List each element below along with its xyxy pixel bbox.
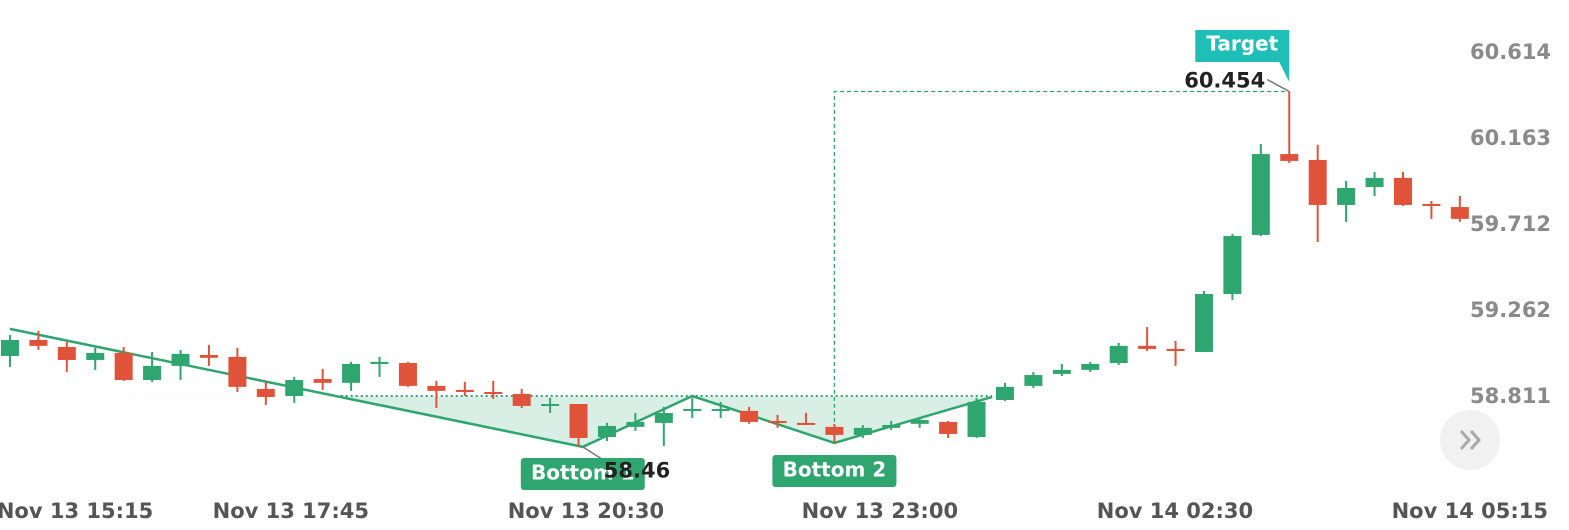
target-connector [1266,78,1290,93]
candle-body [313,379,332,383]
candle-body [86,352,105,360]
target-line [833,90,1290,443]
y-tick-label: 59.712 [1470,212,1551,236]
pattern [9,90,1290,449]
x-tick-label: Nov 13 20:30 [508,499,664,523]
x-tick-label: Nov 14 05:15 [1392,499,1548,523]
labels: 58.811 59.262 59.712 60.163 60.614 Nov 13 15:… [0,30,1551,523]
bottom-label: Bottom 1 [531,461,635,485]
candle-body [1109,345,1128,364]
candle-body [57,347,76,360]
candle-body [654,412,673,423]
candle-body [342,363,361,383]
candle-body [910,420,929,424]
candle-body [711,408,730,411]
candle-body [285,379,304,397]
y-tick-label: 59.262 [1470,298,1551,322]
candle-body [825,426,844,435]
candle-body [882,424,901,428]
candle-body [683,408,702,411]
candle-body [1251,154,1270,235]
y-tick-label: 58.811 [1470,384,1551,408]
pattern-area [9,396,993,447]
candle-body [967,401,986,437]
bottom-value: 58.46 [604,459,670,483]
candle-body [1138,345,1157,349]
x-tick-label: Nov 13 15:15 [0,499,153,523]
candle-body [1393,177,1412,205]
candle-body [228,356,247,387]
candle-body [484,392,503,394]
candle-body [171,353,190,366]
candle-body [512,393,531,406]
candle-body [455,389,474,392]
candle-body [256,388,275,397]
x-tick-label: Nov 14 02:30 [1097,499,1253,523]
candle-body [740,410,759,422]
y-tick-label: 60.614 [1470,40,1551,64]
y-tick-label: 60.163 [1470,126,1551,150]
candle-body [1422,204,1441,207]
candle-body [143,365,162,380]
candle-body [1308,159,1327,205]
candle-body [853,427,872,435]
candle-body [1024,375,1043,386]
candle-body [1365,177,1384,188]
candle-body [0,339,19,356]
candle-body [1194,294,1213,352]
candle-body [626,421,645,427]
candle-body [541,404,560,407]
candles [0,91,1469,447]
candle-body [1081,363,1100,370]
candle-body [370,361,389,364]
candle-body [427,385,446,391]
target-box [1195,30,1290,82]
candle-body [796,422,815,425]
bottom-label-box [772,455,897,487]
candle-body [199,355,218,358]
bottom-label: Bottom 2 [783,458,887,482]
candle-body [1280,154,1299,161]
bottom-label-box [520,458,645,490]
candle-body [1337,187,1356,205]
candle-body [939,421,958,434]
target-label: Target [1206,32,1278,56]
x-tick-label: Nov 13 17:45 [213,499,369,523]
candle-body [597,425,616,437]
candle-body [768,420,787,423]
candle-body [1052,369,1071,374]
target-value: 60.454 [1184,69,1265,93]
scroll-icon [1459,430,1482,450]
candle-body [29,339,48,346]
candle-body [114,352,133,380]
candle-body [398,363,417,386]
x-tick-label: Nov 13 23:00 [802,499,958,523]
candle-body [569,404,588,438]
candle-body [1223,236,1242,294]
candle-body [995,386,1014,401]
candle-body [1166,348,1185,352]
candle-body [1450,207,1469,219]
